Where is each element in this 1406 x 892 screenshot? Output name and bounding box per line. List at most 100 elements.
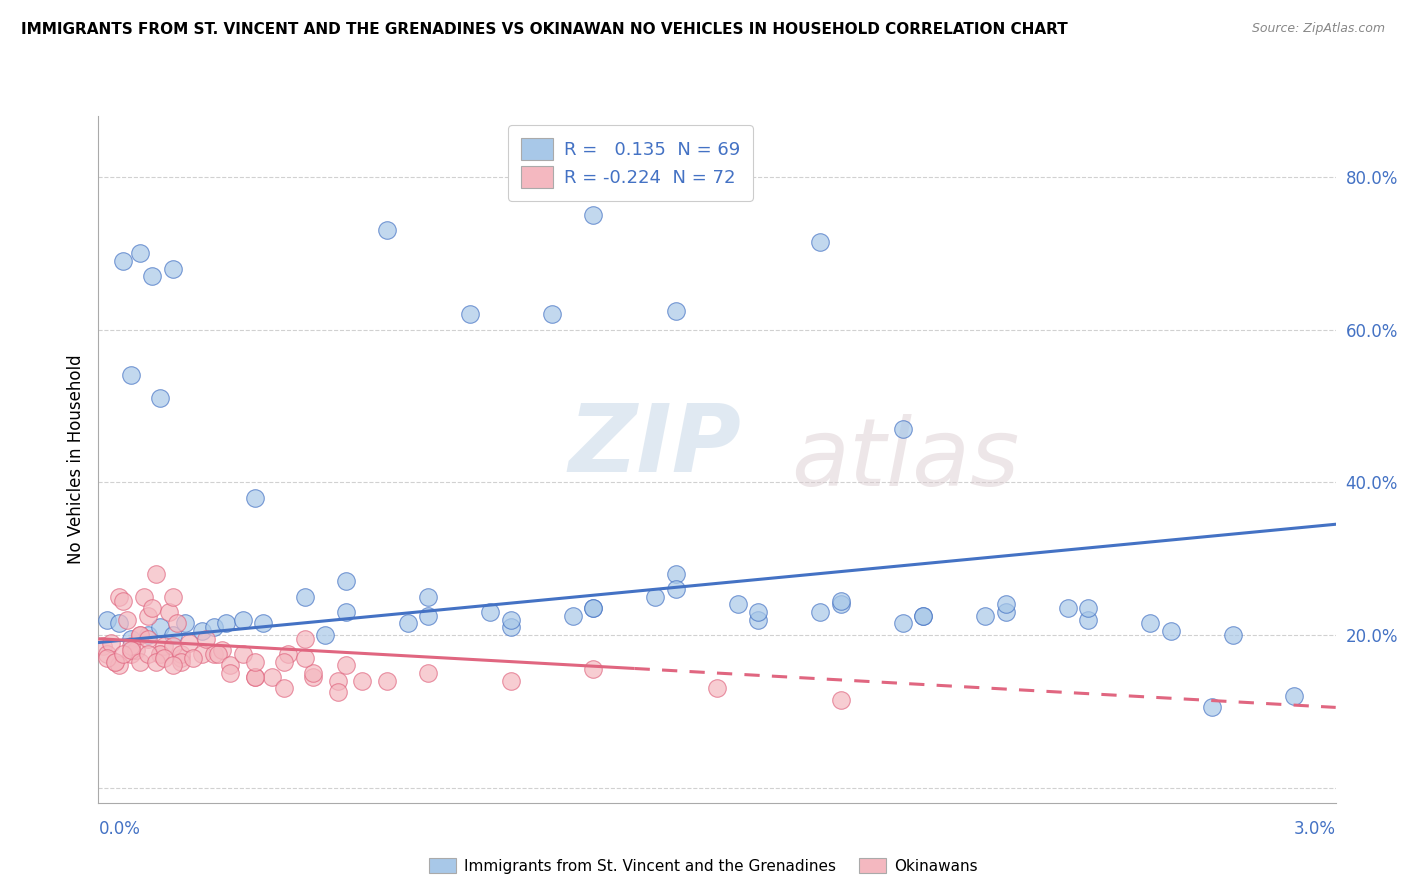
Point xyxy=(128,655,150,669)
Point xyxy=(706,681,728,696)
Point xyxy=(582,662,605,676)
Point xyxy=(891,422,914,436)
Text: IMMIGRANTS FROM ST. VINCENT AND THE GRENADINES VS OKINAWAN NO VEHICLES IN HOUSEH: IMMIGRANTS FROM ST. VINCENT AND THE GREN… xyxy=(21,22,1067,37)
Point xyxy=(326,673,349,688)
Point xyxy=(665,566,688,581)
Point xyxy=(104,655,127,669)
Point xyxy=(162,590,184,604)
Point xyxy=(162,261,184,276)
Point xyxy=(170,647,193,661)
Point xyxy=(994,598,1017,612)
Point xyxy=(891,616,914,631)
Point xyxy=(215,616,238,631)
Point xyxy=(128,246,150,260)
Point xyxy=(294,632,316,646)
Point xyxy=(96,650,118,665)
Point xyxy=(1056,601,1078,615)
Point xyxy=(149,392,172,406)
Point xyxy=(202,647,225,661)
Point xyxy=(644,590,666,604)
Point xyxy=(128,628,150,642)
Point xyxy=(912,608,935,623)
Point xyxy=(665,303,688,318)
Point xyxy=(326,685,349,699)
Point xyxy=(396,616,419,631)
Point xyxy=(170,650,193,665)
Point xyxy=(499,620,522,634)
Point xyxy=(202,620,225,634)
Point xyxy=(294,590,316,604)
Point xyxy=(582,208,605,222)
Point xyxy=(166,616,188,631)
Point xyxy=(260,670,283,684)
Point xyxy=(149,647,172,661)
Point xyxy=(335,658,357,673)
Point xyxy=(1201,700,1223,714)
Point xyxy=(108,590,131,604)
Point xyxy=(1139,616,1161,631)
Point xyxy=(190,647,212,661)
Point xyxy=(582,601,605,615)
Point xyxy=(112,647,135,661)
Point xyxy=(120,647,142,661)
Point xyxy=(112,593,135,607)
Point xyxy=(1160,624,1182,639)
Point xyxy=(243,491,266,505)
Point xyxy=(120,368,142,383)
Point xyxy=(335,574,357,589)
Point xyxy=(120,640,142,654)
Point xyxy=(170,655,193,669)
Point xyxy=(108,658,131,673)
Text: 0.0%: 0.0% xyxy=(98,820,141,838)
Point xyxy=(418,590,440,604)
Point xyxy=(302,670,325,684)
Point xyxy=(294,650,316,665)
Point xyxy=(458,307,481,321)
Point xyxy=(153,640,176,654)
Point xyxy=(96,613,118,627)
Text: atlas: atlas xyxy=(792,414,1019,505)
Point xyxy=(174,616,197,631)
Point xyxy=(145,566,167,581)
Point xyxy=(232,647,254,661)
Point xyxy=(747,613,769,627)
Point xyxy=(277,647,299,661)
Point xyxy=(219,666,242,681)
Text: Source: ZipAtlas.com: Source: ZipAtlas.com xyxy=(1251,22,1385,36)
Point xyxy=(120,632,142,646)
Point xyxy=(1077,601,1099,615)
Point xyxy=(104,655,127,669)
Point xyxy=(179,635,201,649)
Point xyxy=(830,598,852,612)
Point xyxy=(582,601,605,615)
Point xyxy=(112,254,135,268)
Point xyxy=(273,681,295,696)
Point xyxy=(727,598,749,612)
Point xyxy=(912,608,935,623)
Point xyxy=(273,655,295,669)
Y-axis label: No Vehicles in Household: No Vehicles in Household xyxy=(66,354,84,565)
Point xyxy=(108,616,131,631)
Point xyxy=(830,593,852,607)
Text: 3.0%: 3.0% xyxy=(1294,820,1336,838)
Point xyxy=(375,673,398,688)
Point xyxy=(91,640,114,654)
Point xyxy=(418,666,440,681)
Point xyxy=(243,655,266,669)
Point xyxy=(375,223,398,237)
Point xyxy=(149,647,172,661)
Point xyxy=(162,628,184,642)
Point xyxy=(352,673,374,688)
Point xyxy=(100,635,122,649)
Point xyxy=(974,608,997,623)
Point xyxy=(120,643,142,657)
Point xyxy=(162,640,184,654)
Point xyxy=(561,608,583,623)
Point xyxy=(314,628,336,642)
Point xyxy=(830,692,852,706)
Point xyxy=(1284,689,1306,703)
Point xyxy=(335,605,357,619)
Point xyxy=(219,658,242,673)
Point xyxy=(252,616,274,631)
Point xyxy=(136,608,159,623)
